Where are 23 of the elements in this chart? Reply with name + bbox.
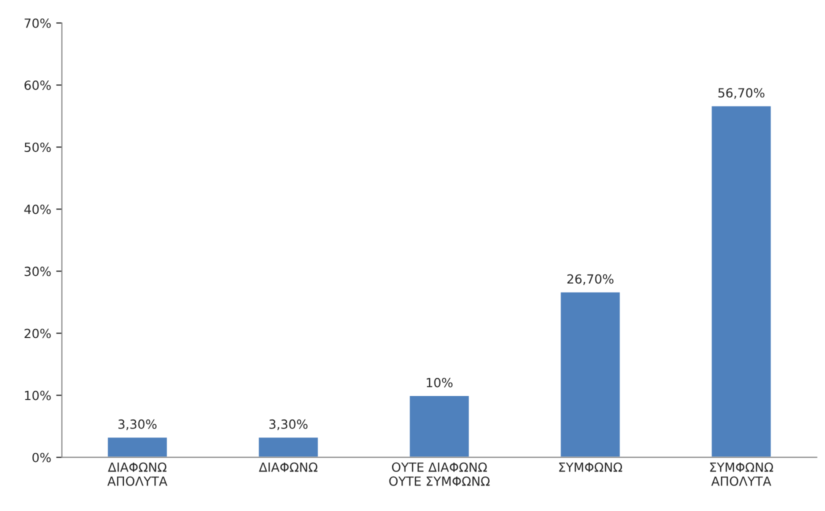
bar [106,436,168,458]
y-tick-label: 30% [24,266,51,276]
bar [257,436,320,458]
data-label: 10% [426,378,453,388]
x-tick-label: ΟΥΤΕ ΔΙΑΦΩΝΩ ΟΥΤΕ ΣΥΜΦΩΝΩ [389,462,490,486]
x-tick-label: ΔΙΑΦΩΝΩ [258,462,318,472]
x-tick-label: ΣΥΜΦΩΝΩ ΑΠΟΛΥΤΑ [710,462,774,486]
y-tick-label: 40% [24,204,51,214]
x-tick-label: ΣΥΜΦΩΝΩ [559,462,622,472]
y-tick-label: 50% [24,142,51,152]
y-tick-label: 20% [24,328,51,338]
y-tick-label: 70% [24,18,51,28]
data-label: 3,30% [118,419,157,430]
data-label: 26,70% [567,274,614,285]
data-label: 3,30% [269,419,308,430]
y-tick-label: 0% [32,452,51,462]
bar [559,290,622,458]
y-tick-label: 10% [25,390,51,400]
bar [408,394,470,458]
bar [710,104,772,458]
x-tick-label: ΔΙΑΦΩΝΩ ΑΠΟΛΥΤΑ [107,462,168,486]
y-tick-label: 60% [24,80,51,90]
data-label: 56,70% [718,88,764,99]
